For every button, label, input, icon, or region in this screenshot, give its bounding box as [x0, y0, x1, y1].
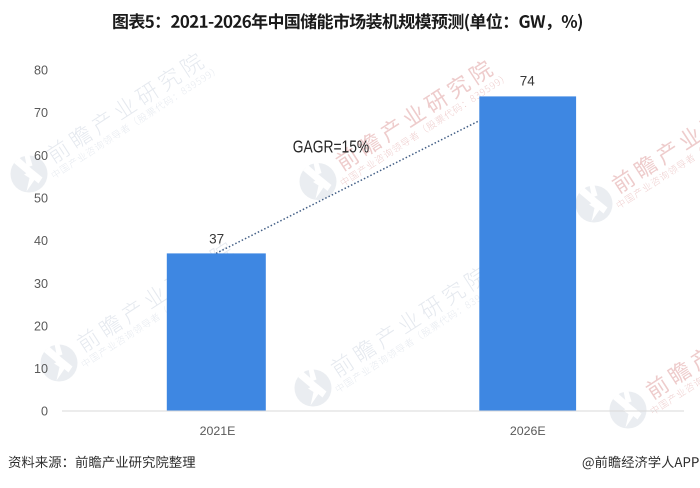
svg-text:60: 60 — [34, 149, 48, 163]
svg-text:2021E: 2021E — [200, 424, 236, 438]
svg-text:GAGR=15%: GAGR=15% — [293, 137, 370, 157]
svg-text:70: 70 — [34, 106, 48, 120]
svg-text:37: 37 — [209, 231, 224, 246]
svg-text:30: 30 — [34, 277, 48, 291]
svg-text:2026E: 2026E — [510, 424, 546, 438]
svg-text:80: 80 — [34, 64, 48, 78]
svg-text:40: 40 — [34, 234, 48, 248]
svg-text:50: 50 — [34, 192, 48, 206]
svg-text:74: 74 — [520, 73, 536, 88]
svg-text:10: 10 — [34, 362, 48, 376]
svg-text:20: 20 — [34, 319, 48, 333]
svg-text:0: 0 — [41, 405, 48, 419]
